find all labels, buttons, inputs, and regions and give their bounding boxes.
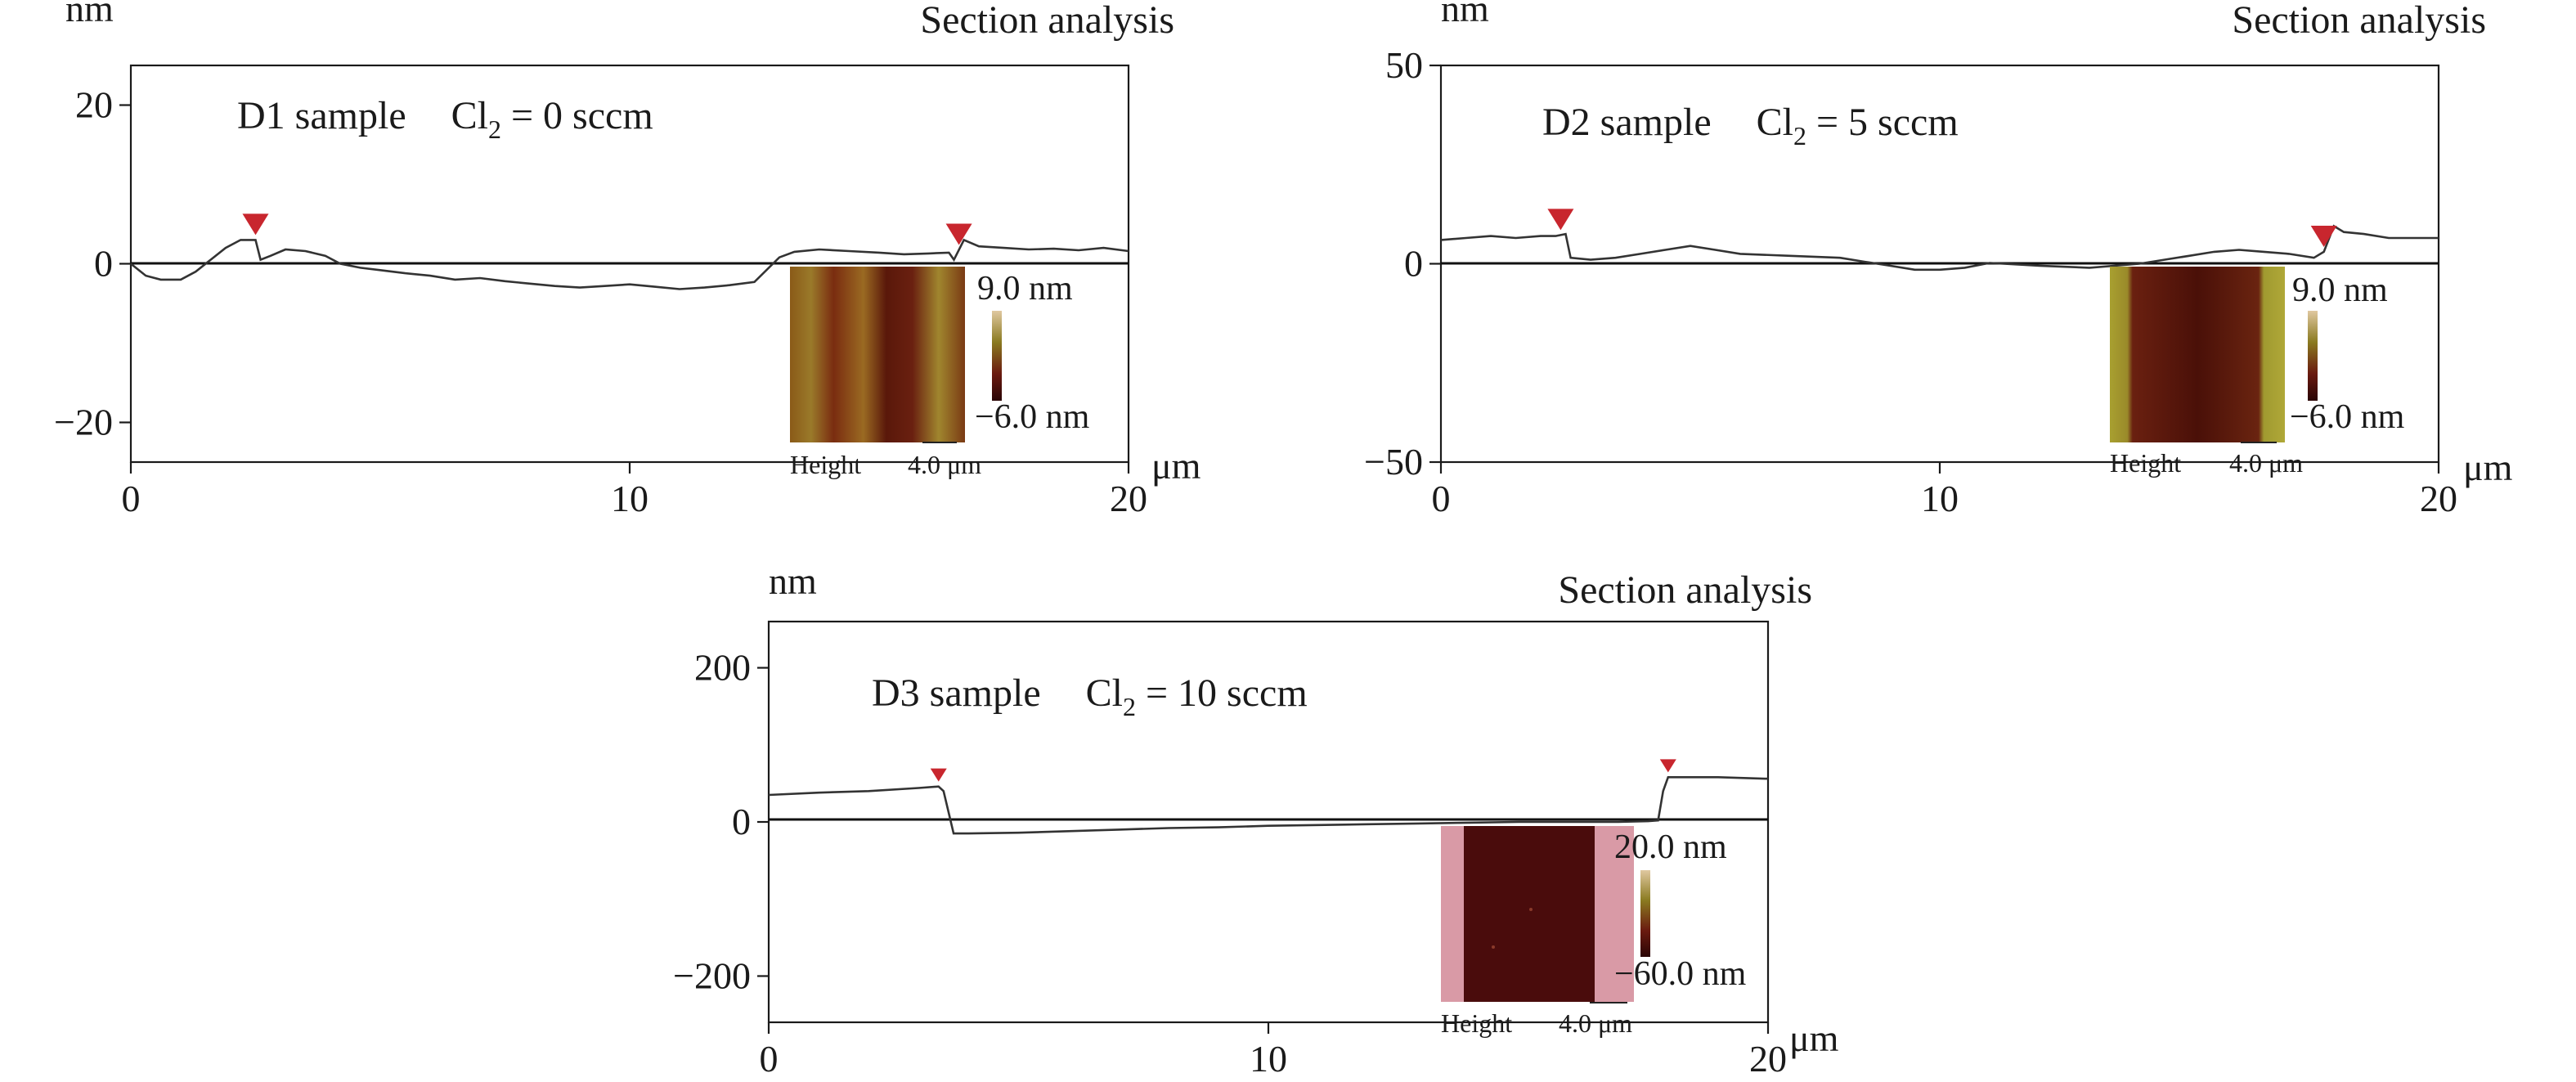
d1-colorbar — [992, 311, 1002, 401]
d1-afm-inset: 9.0 nm −6.0 nm Height 4.0 μm — [790, 267, 1090, 479]
d3-colorbar — [1640, 870, 1650, 957]
d1-section-title: Section analysis — [920, 0, 1174, 42]
d2-xtick-label: 10 — [1921, 478, 1959, 519]
d1-ytick-label: 0 — [94, 243, 113, 285]
d1-cbar-min: −6.0 nm — [975, 398, 1090, 436]
d1-height-profile — [130, 238, 1129, 290]
d2-ytick-label: 50 — [1385, 44, 1423, 86]
d2-ylabel: nm — [1441, 0, 1489, 29]
d3-section-marker — [1659, 759, 1676, 773]
d1-xtick-label: 20 — [1110, 478, 1147, 519]
d2-section-title: Section analysis — [2232, 0, 2486, 42]
d2-xtick-label: 0 — [1432, 478, 1451, 519]
d2-height-profile — [1440, 224, 2439, 272]
d2-cbar-max: 9.0 nm — [2292, 272, 2388, 309]
d3-xtick-label: 10 — [1250, 1038, 1287, 1080]
d3-ylabel: nm — [769, 560, 817, 602]
d3-ytick-label: 0 — [732, 801, 751, 842]
d3-section-title: Section analysis — [1558, 568, 1812, 612]
d3-xtick-label: 20 — [1749, 1038, 1787, 1080]
d2-section-marker — [2310, 225, 2337, 247]
d3-cbar-max: 20.0 nm — [1614, 828, 1727, 866]
d3-scale-label: 4.0 μm — [1559, 1008, 1632, 1038]
d2-afm-image — [2110, 267, 2285, 442]
d3-xlabel: μm — [1789, 1017, 1839, 1059]
d2-cbar-min: −6.0 nm — [2290, 398, 2405, 436]
d3-height-label: Height — [1441, 1008, 1512, 1038]
d3-ytick-label: 200 — [694, 647, 751, 689]
d2-colorbar — [2308, 311, 2318, 401]
d2-ytick-label: −50 — [1364, 441, 1423, 483]
d1-ytick-label: 20 — [75, 84, 113, 126]
d2-xlabel: μm — [2463, 447, 2513, 488]
d1-xlabel: μm — [1151, 445, 1201, 487]
d2-afm-inset: 9.0 nm −6.0 nm Height 4.0 μm — [2110, 267, 2405, 478]
d2-xtick-label: 20 — [2420, 478, 2457, 519]
d2-section-marker — [1547, 209, 1574, 231]
d1-cbar-max: 9.0 nm — [977, 270, 1073, 308]
d1-scale-label: 4.0 μm — [908, 450, 981, 479]
d1-section-marker — [945, 223, 972, 245]
d3-ytick-label: −200 — [673, 954, 751, 996]
d1-ylabel: nm — [65, 0, 114, 29]
d3-sample-label: D3 sample Cl2 = 10 sccm — [872, 671, 1308, 721]
d1-xtick-label: 10 — [611, 478, 648, 519]
d3-xtick-label: 0 — [760, 1038, 779, 1080]
d2-sample-label: D2 sample Cl2 = 5 sccm — [1542, 101, 1959, 150]
d1-xtick-label: 0 — [122, 478, 141, 519]
d3-section-marker — [930, 768, 947, 782]
d1-ytick-label: −20 — [54, 402, 113, 443]
d1-section-marker — [242, 213, 269, 236]
d3-afm-inset: 20.0 nm −60.0 nm Height 4.0 μm — [1441, 826, 1747, 1038]
d1-sample-label: D1 sample Cl2 = 0 sccm — [237, 94, 653, 144]
d2-ytick-label: 0 — [1404, 243, 1423, 285]
d1-height-label: Height — [790, 450, 861, 479]
d3-height-profile — [768, 776, 1769, 835]
d1-afm-image — [790, 267, 965, 442]
d2-height-label: Height — [2110, 448, 2181, 478]
d3-cbar-min: −60.0 nm — [1614, 955, 1747, 993]
d2-scale-label: 4.0 μm — [2229, 448, 2303, 478]
